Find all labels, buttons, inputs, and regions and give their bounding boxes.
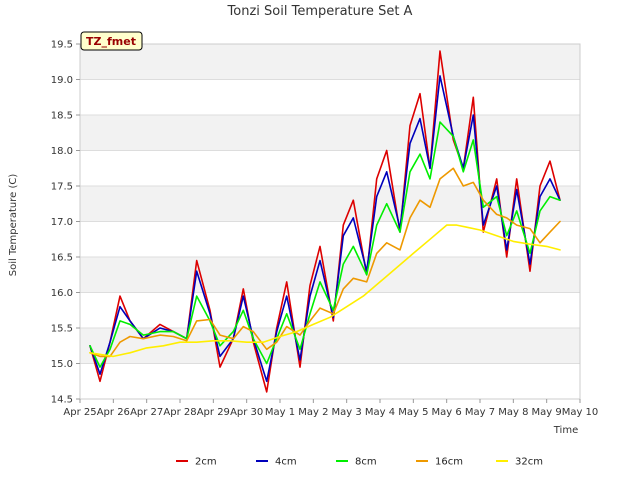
series-lines	[89, 50, 561, 393]
y-tick-label: 14.5	[51, 395, 73, 406]
x-tick-label: Apr 28	[163, 407, 196, 418]
x-tick-label: May 3	[332, 407, 362, 418]
y-tick-label: 18.0	[51, 146, 73, 157]
y-tick-label: 17.0	[51, 217, 73, 228]
x-tick-label: Apr 25	[63, 407, 96, 418]
x-tick-label: May 8	[498, 407, 528, 418]
chart-title: Tonzi Soil Temperature Set A	[227, 4, 413, 19]
legend-label-16cm: 16cm	[435, 457, 463, 468]
x-tick-label: May 5	[398, 407, 428, 418]
y-tick-label: 16.5	[51, 253, 73, 264]
x-tick-label: Apr 26	[97, 407, 130, 418]
x-axis-ticks: Apr 25 Apr 26 Apr 27 Apr 28 Apr 29 Apr 30 May …	[63, 399, 598, 418]
x-axis-label: Time	[553, 425, 578, 436]
legend-label-4cm: 4cm	[275, 457, 297, 468]
background-bands	[80, 44, 580, 364]
background-band	[80, 257, 580, 293]
site-tag-label: TZ_fmet	[86, 35, 136, 48]
y-tick-label: 15.0	[51, 359, 73, 370]
x-tick-label: May 1	[265, 407, 295, 418]
legend-label-2cm: 2cm	[195, 457, 217, 468]
y-tick-label: 15.5	[51, 324, 73, 335]
y-tick-label: 19.5	[51, 40, 73, 51]
x-tick-label: Apr 29	[197, 407, 230, 418]
site-tag-box	[80, 31, 143, 51]
x-tick-label: May 10	[562, 407, 599, 418]
x-tick-label: May 6	[432, 407, 462, 418]
background-band	[80, 44, 580, 80]
x-tick-label: Apr 30	[230, 407, 263, 418]
series-line-8cm	[89, 121, 561, 368]
x-tick-label: May 4	[365, 407, 395, 418]
x-tick-label: Apr 27	[130, 407, 163, 418]
background-band	[80, 115, 580, 151]
background-band	[80, 186, 580, 222]
legend-label-8cm: 8cm	[355, 457, 377, 468]
x-tick-label: May 2	[298, 407, 328, 418]
y-tick-label: 19.0	[51, 75, 73, 86]
series-line-32cm	[89, 224, 561, 358]
y-axis-label: Soil Temperature (C)	[8, 174, 19, 277]
y-tick-label: 16.0	[51, 288, 73, 299]
y-axis-ticks: 14.5 15.0 15.5 16.0 16.5 17.0 17.5 18.0 18.5 19.0…	[51, 40, 80, 406]
series-line-16cm	[89, 167, 561, 358]
x-tick-label: May 7	[465, 407, 495, 418]
y-tick-label: 17.5	[51, 182, 73, 193]
legend: 2cm 4cm 8cm 16cm 32cm	[176, 457, 543, 468]
site-tag: TZ_fmet	[80, 31, 143, 51]
legend-label-32cm: 32cm	[515, 457, 543, 468]
x-tick-label: May 9	[532, 407, 562, 418]
y-tick-label: 18.5	[51, 111, 73, 122]
